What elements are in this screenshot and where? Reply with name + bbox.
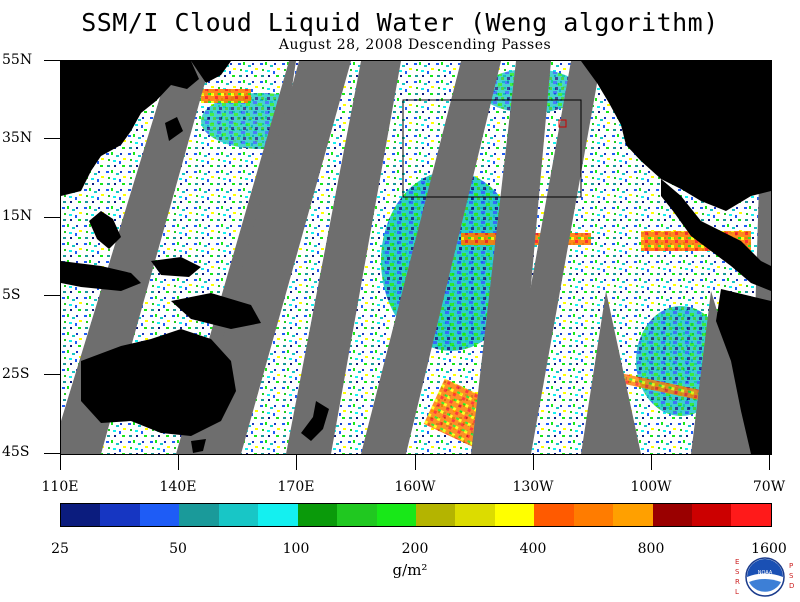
lon-tick: [769, 454, 770, 470]
colorbar-segment: [297, 504, 338, 526]
colorbar-segment: [258, 504, 298, 526]
lat-label-55n: 55N: [2, 52, 33, 68]
lon-label-170e: 170E: [277, 479, 315, 495]
lat-label-25s: 25S: [2, 366, 30, 382]
map-subtitle: August 28, 2008 Descending Passes: [278, 37, 552, 53]
lon-label-110e: 110E: [41, 479, 79, 495]
colorbar-label-200: 200: [401, 541, 429, 557]
lat-label-15n: 15N: [2, 208, 33, 224]
logo-letter: S: [735, 568, 740, 576]
colorbar-segment: [179, 504, 219, 526]
colorbar-segment: [337, 504, 377, 526]
logo-letter: E: [735, 558, 739, 566]
lat-label-45s: 45S: [2, 444, 30, 460]
lat-tick: [44, 453, 60, 454]
lon-tick: [651, 454, 652, 470]
lat-label-35n: 35N: [2, 130, 33, 146]
colorbar-unit: g/m²: [392, 561, 428, 579]
lat-tick: [44, 138, 60, 139]
map-canvas: [61, 61, 771, 454]
colorbar-segment: [218, 504, 259, 526]
lat-tick: [44, 60, 60, 61]
colorbar-segment: [100, 504, 140, 526]
colorbar-segment: [731, 504, 771, 526]
lat-tick: [44, 295, 60, 296]
lon-label-140e: 140E: [159, 479, 197, 495]
lon-label-130w: 130W: [512, 479, 554, 495]
rain-band: [201, 89, 251, 103]
colorbar-segment: [455, 504, 495, 526]
logo-letter: D: [789, 582, 794, 590]
colorbar-segment: [692, 504, 732, 526]
lon-label-160w: 160W: [394, 479, 436, 495]
noaa-logo-text: NOAA: [758, 570, 773, 576]
colorbar-segment: [652, 504, 692, 526]
colorbar-label-1600: 1600: [751, 541, 787, 557]
esrl-psd-logo: E S R L P S D NOAA: [733, 556, 797, 598]
logo-letter: L: [735, 588, 739, 596]
lon-label-70w: 70W: [752, 479, 786, 495]
region-box: [402, 99, 582, 198]
lat-label-5s: 5S: [2, 287, 21, 303]
colorbar-segment: [573, 504, 614, 526]
land-masses: [61, 61, 771, 454]
lat-tick: [44, 217, 60, 218]
logo-letter: R: [735, 578, 740, 586]
colorbar-label-100: 100: [282, 541, 310, 557]
logo-letter: S: [789, 572, 794, 580]
colorbar-segment: [61, 504, 101, 526]
lon-label-100w: 100W: [630, 479, 672, 495]
colorbar-segment: [415, 504, 456, 526]
lon-tick: [533, 454, 534, 470]
lat-tick: [44, 374, 60, 375]
lon-tick: [178, 454, 179, 470]
map-title: SSM/I Cloud Liquid Water (Weng algorithm…: [81, 8, 719, 37]
lon-tick: [415, 454, 416, 470]
colorbar-segment: [376, 504, 416, 526]
red-marker: [558, 119, 567, 128]
colorbar-label-800: 800: [637, 541, 665, 557]
colorbar-segment: [534, 504, 574, 526]
colorbar-label-400: 400: [519, 541, 547, 557]
lon-tick: [60, 454, 61, 470]
logo-letter: P: [789, 562, 793, 570]
colorbar-segment: [494, 504, 535, 526]
lon-tick: [296, 454, 297, 470]
colorbar-segment: [613, 504, 653, 526]
map-panel: [60, 60, 772, 455]
colorbar-label-50: 50: [169, 541, 187, 557]
colorbar-label-25: 25: [51, 541, 69, 557]
colorbar: [60, 503, 772, 527]
colorbar-segment: [139, 504, 180, 526]
